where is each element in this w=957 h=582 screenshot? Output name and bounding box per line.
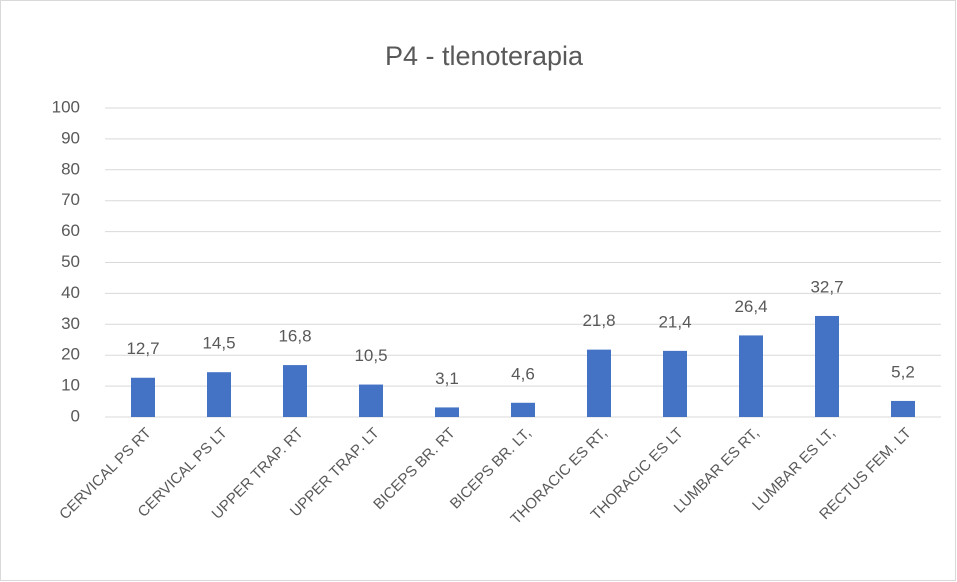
y-tick-label: 80 (61, 159, 80, 178)
y-tick-label: 40 (61, 283, 80, 302)
bar (511, 402, 535, 417)
bar (435, 407, 459, 417)
bar (131, 377, 155, 417)
bar (739, 335, 763, 417)
data-label: 4,6 (511, 364, 535, 383)
chart-title: P4 - tlenoterapia (385, 41, 584, 71)
bar (663, 350, 687, 417)
y-tick-label: 60 (61, 221, 80, 240)
bar (283, 365, 307, 417)
data-label: 5,2 (891, 362, 915, 381)
y-tick-label: 20 (61, 345, 80, 364)
bar (359, 384, 383, 417)
y-tick-label: 10 (61, 376, 80, 395)
data-label: 21,4 (658, 312, 691, 331)
data-label: 10,5 (354, 346, 387, 365)
data-label: 16,8 (278, 327, 311, 346)
y-tick-label: 30 (61, 314, 80, 333)
data-label: 21,8 (582, 311, 615, 330)
y-tick-label: 50 (61, 252, 80, 271)
bar (587, 349, 611, 417)
data-label: 32,7 (810, 277, 843, 296)
data-label: 12,7 (126, 339, 159, 358)
bar (891, 400, 915, 417)
data-label: 3,1 (435, 369, 459, 388)
bar (815, 315, 839, 417)
bar (207, 372, 231, 417)
data-label: 26,4 (734, 297, 767, 316)
y-tick-label: 0 (71, 406, 80, 425)
y-tick-label: 70 (61, 190, 80, 209)
y-tick-label: 100 (52, 97, 80, 116)
y-tick-label: 90 (61, 128, 80, 147)
data-label: 14,5 (202, 334, 235, 353)
